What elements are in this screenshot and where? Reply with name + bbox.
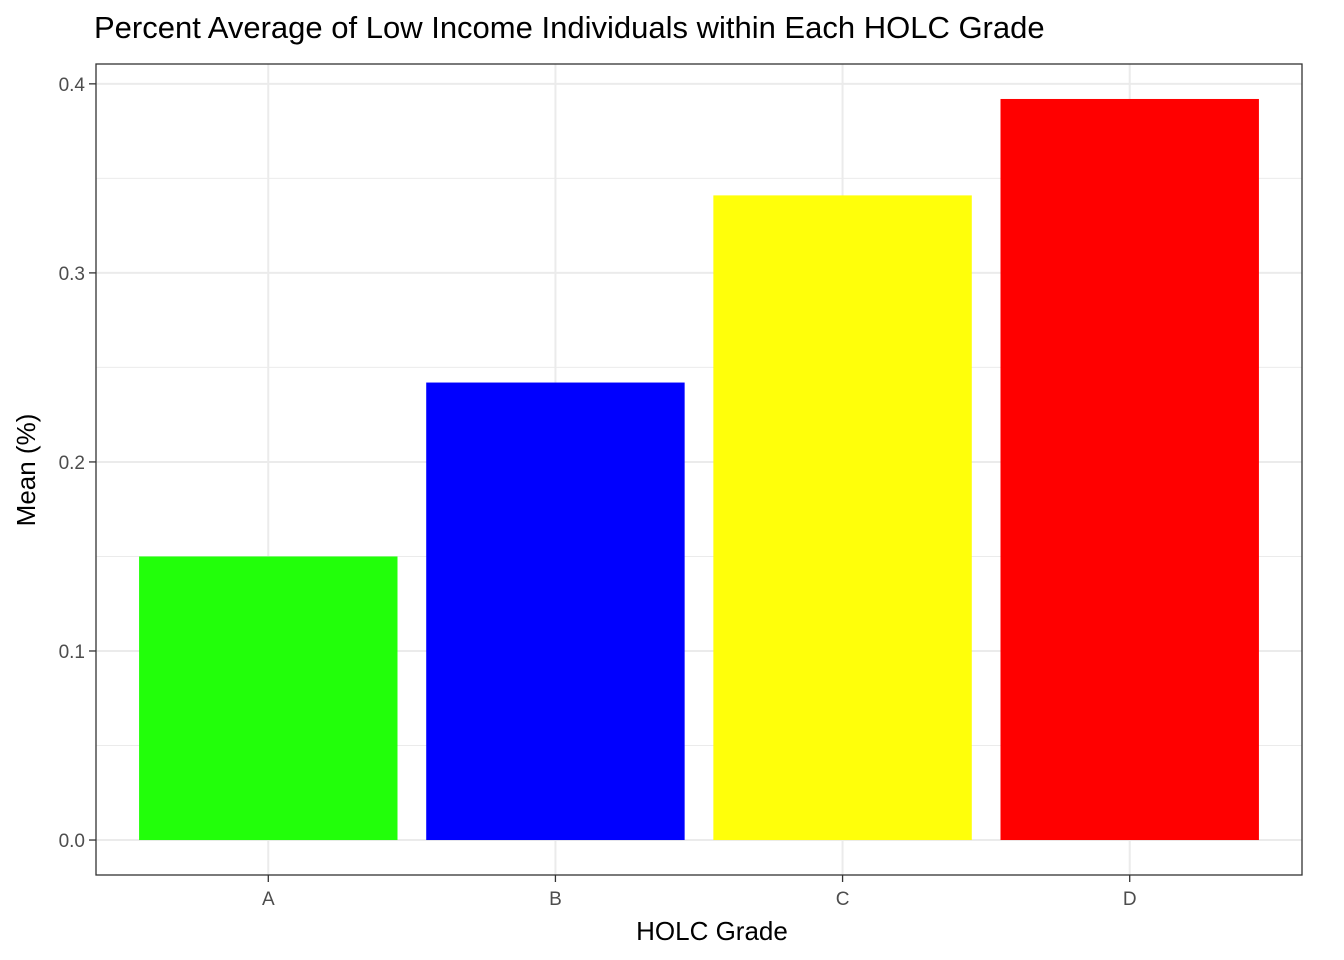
bar-d [1000, 98, 1259, 841]
x-tick-label: B [549, 889, 562, 910]
bar-c [713, 195, 972, 841]
y-tick-label: 0.4 [59, 75, 86, 96]
x-axis: A B C D [262, 875, 1137, 910]
bar-b [426, 382, 685, 841]
y-tick-label: 0.1 [59, 642, 85, 663]
x-tick-label: C [836, 889, 850, 910]
bars-group [139, 98, 1259, 841]
plot-panel-border [95, 63, 1303, 876]
y-tick-label: 0.3 [59, 264, 85, 285]
x-tick-label: A [262, 889, 275, 910]
chart-title: Percent Average of Low Income Individual… [94, 10, 1045, 45]
y-tick-label: 0.0 [59, 831, 85, 852]
y-axis-title: Mean (%) [11, 414, 41, 527]
y-tick-label: 0.2 [59, 453, 85, 474]
x-tick-label: D [1123, 889, 1137, 910]
y-axis: 0.0 0.1 0.2 0.3 0.4 [59, 75, 96, 852]
x-axis-title: HOLC Grade [636, 916, 788, 946]
bar-a [139, 556, 398, 841]
